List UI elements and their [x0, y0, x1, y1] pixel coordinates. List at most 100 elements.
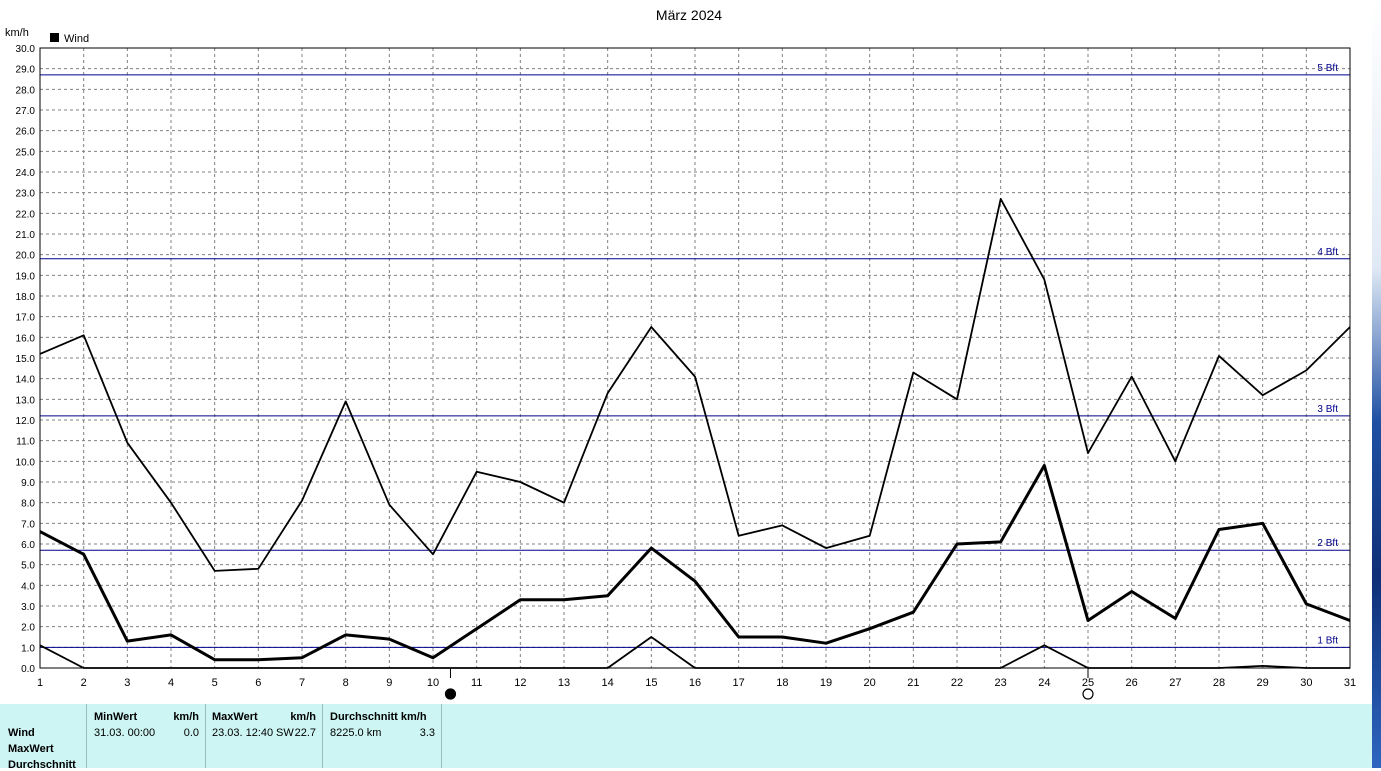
y-tick-label: 6.0	[21, 540, 35, 551]
x-tick-label: 15	[645, 677, 657, 689]
statistics-panel: Wind MaxWert Durchschnitt MinWert km/h 3…	[0, 704, 1372, 771]
y-tick-label: 29.0	[16, 65, 36, 76]
x-tick-label: 4	[168, 677, 174, 689]
min-value: 0.0	[183, 727, 199, 739]
y-tick-label: 18.0	[16, 292, 36, 303]
stats-row-durchschnitt: Durchschnitt	[8, 759, 76, 771]
beaufort-lines: 1 Bft 2 Bft 3 Bft 4 Bft 5 Bft	[40, 63, 1350, 648]
x-tick-label: 11	[471, 677, 482, 689]
y-tick-label: 0.0	[21, 664, 35, 675]
x-tick-label: 10	[427, 677, 439, 689]
y-tick-label: 24.0	[16, 168, 36, 179]
max-direction: SW	[276, 727, 294, 739]
y-tick-label: 10.0	[16, 457, 36, 468]
max-header: MaxWert	[212, 711, 258, 723]
chart-title: März 2024	[656, 7, 722, 23]
y-tick-label: 7.0	[21, 519, 35, 530]
moon-phases	[444, 668, 1094, 700]
stats-max-column: MaxWert km/h 23.03. 12:40 SW 22.7	[205, 704, 323, 768]
x-tick-label: 24	[1038, 677, 1050, 689]
max-date: 23.03. 12:40	[212, 727, 274, 739]
y-tick-label: 13.0	[16, 395, 36, 406]
x-tick-label: 3	[124, 677, 130, 689]
x-tick-label: 9	[386, 677, 392, 689]
legend-swatch	[50, 33, 59, 42]
max-value: 22.7	[294, 727, 316, 739]
x-tick-label: 18	[776, 677, 788, 689]
y-tick-label: 1.0	[21, 643, 35, 654]
y-tick-label: 4.0	[21, 581, 35, 592]
x-tick-label: 30	[1300, 677, 1312, 689]
y-tick-label: 3.0	[21, 602, 35, 613]
y-axis-unit: km/h	[5, 27, 29, 39]
wind-chart: März 2024 km/h Wind 1 Bft 2 Bft 3 Bft 4 Bft…	[5, 7, 1357, 700]
x-tick-label: 25	[1082, 677, 1094, 689]
desktop-background-strip	[1372, 0, 1381, 768]
y-tick-label: 5.0	[21, 561, 35, 572]
x-tick-label: 28	[1213, 677, 1225, 689]
y-tick-label: 26.0	[16, 127, 36, 138]
x-tick-label: 22	[951, 677, 963, 689]
x-tick-label: 12	[514, 677, 526, 689]
beaufort-label: 3 Bft	[1317, 404, 1338, 415]
y-tick-label: 21.0	[16, 230, 36, 241]
x-tick-label: 2	[81, 677, 87, 689]
y-tick-label: 16.0	[16, 333, 36, 344]
stats-row-wind: Wind	[8, 727, 35, 739]
y-tick-label: 12.0	[16, 416, 36, 427]
avg-distance: 8225.0 km	[330, 727, 382, 739]
y-tick-label: 9.0	[21, 478, 35, 489]
x-tick-label: 19	[820, 677, 832, 689]
y-tick-label: 23.0	[16, 189, 36, 200]
x-tick-label: 16	[689, 677, 701, 689]
full-moon-icon	[1082, 688, 1094, 700]
y-tick-label: 11.0	[16, 437, 35, 448]
x-tick-label: 14	[602, 677, 614, 689]
y-tick-label: 14.0	[16, 375, 36, 386]
x-tick-label: 8	[343, 677, 349, 689]
beaufort-label: 5 Bft	[1317, 63, 1338, 74]
series-line-average	[39, 464, 1351, 662]
y-tick-label: 2.0	[21, 623, 35, 634]
avg-header: Durchschnitt km/h	[330, 711, 427, 723]
y-tick-label: 17.0	[16, 313, 36, 324]
y-tick-label: 28.0	[16, 85, 36, 96]
y-tick-label: 30.0	[16, 44, 36, 55]
legend-label: Wind	[64, 33, 89, 45]
beaufort-label: 4 Bft	[1317, 247, 1338, 258]
x-tick-label: 5	[212, 677, 218, 689]
x-tick-label: 26	[1126, 677, 1138, 689]
new-moon-icon	[444, 688, 457, 700]
stats-avg-column: Durchschnitt km/h 8225.0 km 3.3	[322, 704, 442, 768]
y-tick-label: 25.0	[16, 147, 36, 158]
series-line-max	[39, 197, 1351, 572]
y-tick-label: 22.0	[16, 209, 36, 220]
avg-value: 3.3	[419, 727, 435, 739]
stats-min-column: MinWert km/h 31.03. 00:00 0.0	[86, 704, 206, 768]
x-tick-label: 23	[995, 677, 1007, 689]
y-tick-label: 8.0	[21, 499, 35, 510]
min-date: 31.03. 00:00	[94, 727, 156, 739]
x-tick-label: 6	[255, 677, 261, 689]
min-header: MinWert	[94, 711, 138, 723]
plot-frame	[39, 47, 1351, 669]
beaufort-label: 1 Bft	[1317, 635, 1338, 646]
stats-label-column: Wind MaxWert Durchschnitt	[0, 704, 87, 771]
x-tick-label: 21	[907, 677, 919, 689]
beaufort-label: 2 Bft	[1317, 538, 1338, 549]
x-tick-label: 17	[733, 677, 745, 689]
max-unit: km/h	[290, 711, 316, 723]
x-tick-label: 31	[1344, 677, 1356, 689]
x-tick-label: 20	[864, 677, 876, 689]
stats-row-maxwert: MaxWert	[8, 743, 54, 755]
y-tick-label: 20.0	[16, 251, 36, 262]
x-tick-label: 7	[299, 677, 305, 689]
y-tick-label: 15.0	[16, 354, 36, 365]
axes: 0.0 1.0 2.0 3.0 4.0 5.0 6.0 7.0 8.0 9.0 10.0 11.0 12…	[16, 44, 1357, 689]
y-tick-label: 27.0	[16, 106, 36, 117]
min-unit: km/h	[173, 711, 199, 723]
y-tick-label: 19.0	[16, 271, 36, 282]
grid	[40, 48, 1350, 668]
x-tick-label: 27	[1169, 677, 1181, 689]
x-tick-label: 29	[1257, 677, 1269, 689]
